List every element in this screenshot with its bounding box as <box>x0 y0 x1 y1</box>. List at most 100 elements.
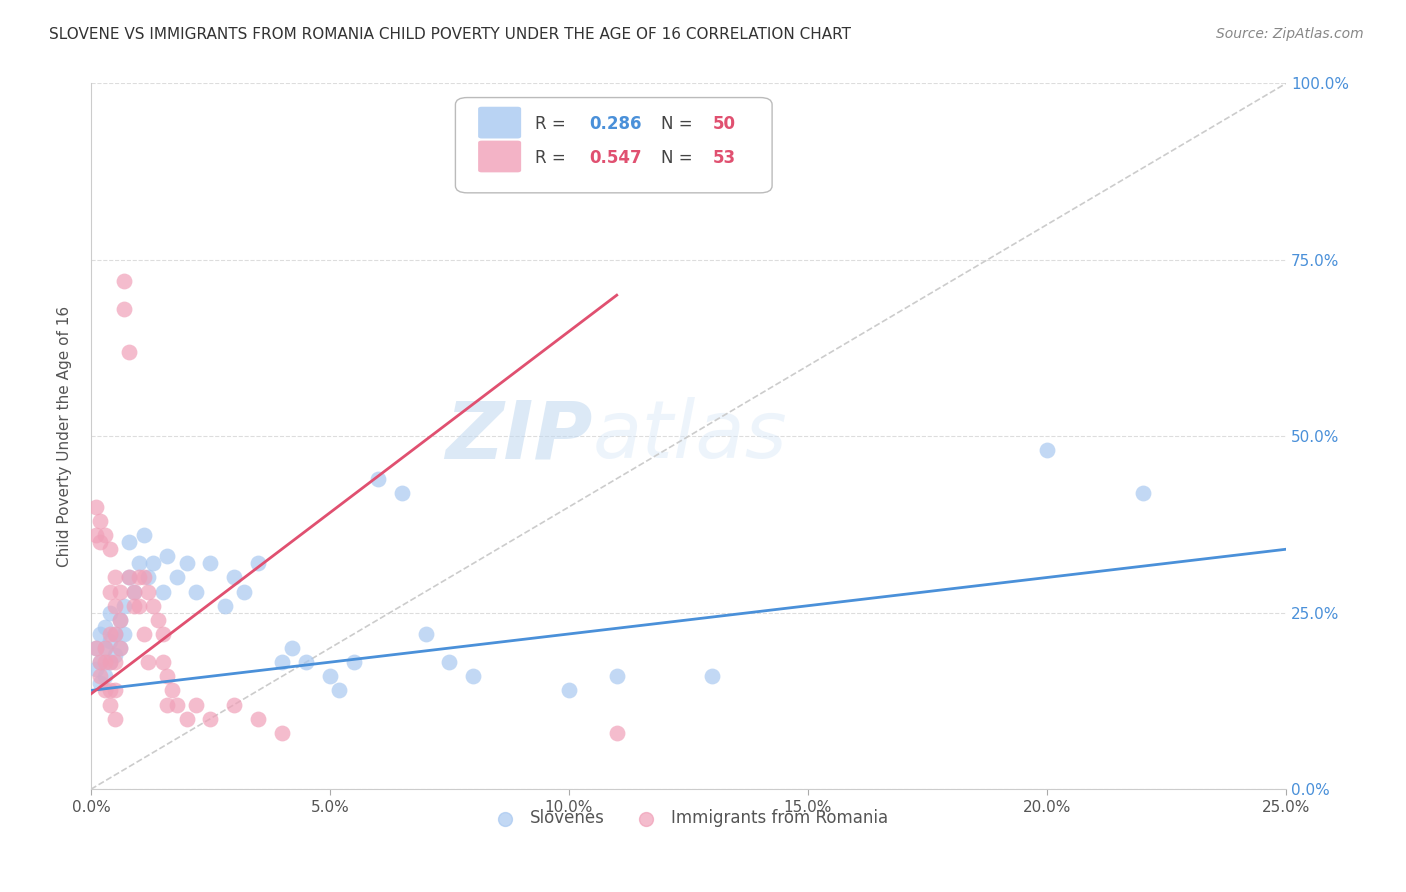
Point <box>89 514 111 528</box>
Point <box>108 613 131 627</box>
Point <box>224 698 246 712</box>
Point <box>89 676 111 690</box>
Point <box>98 542 121 557</box>
Point <box>104 599 127 613</box>
Text: Source: ZipAtlas.com: Source: ZipAtlas.com <box>1216 27 1364 41</box>
Point <box>232 584 254 599</box>
Text: 0.286: 0.286 <box>589 115 641 133</box>
Point <box>89 669 111 683</box>
Point <box>94 641 117 656</box>
Point <box>94 683 117 698</box>
Point <box>176 557 198 571</box>
Point <box>146 613 169 627</box>
Point <box>224 570 246 584</box>
Point <box>152 584 174 599</box>
Point <box>98 634 121 648</box>
Point <box>271 725 294 739</box>
Point <box>702 669 724 683</box>
Point <box>89 627 111 641</box>
Text: atlas: atlas <box>593 397 787 475</box>
Point <box>118 570 141 584</box>
Point <box>136 584 159 599</box>
Point <box>104 570 127 584</box>
Point <box>280 641 302 656</box>
Point <box>160 683 183 698</box>
Point <box>84 641 107 656</box>
Text: R =: R = <box>536 115 571 133</box>
Point <box>132 528 155 542</box>
Point <box>128 557 150 571</box>
Point <box>94 620 117 634</box>
Point <box>142 599 165 613</box>
Point <box>98 627 121 641</box>
Point <box>415 627 437 641</box>
Point <box>606 725 628 739</box>
FancyBboxPatch shape <box>478 141 522 172</box>
Point <box>463 669 485 683</box>
Point <box>391 485 413 500</box>
Point <box>84 500 107 514</box>
FancyBboxPatch shape <box>456 97 772 193</box>
Point <box>104 712 127 726</box>
Text: ZIP: ZIP <box>446 397 593 475</box>
Point <box>176 712 198 726</box>
Point <box>367 472 389 486</box>
Point <box>89 655 111 669</box>
Point <box>94 641 117 656</box>
Point <box>328 683 350 698</box>
Point <box>343 655 366 669</box>
Point <box>247 712 270 726</box>
Point <box>200 712 222 726</box>
FancyBboxPatch shape <box>478 107 522 138</box>
Point <box>104 683 127 698</box>
Point <box>112 302 135 317</box>
Point <box>271 655 294 669</box>
Text: 53: 53 <box>713 149 735 167</box>
Point <box>84 662 107 676</box>
Point <box>104 648 127 662</box>
Point <box>118 570 141 584</box>
Point <box>98 655 121 669</box>
Legend: Slovenes, Immigrants from Romania: Slovenes, Immigrants from Romania <box>482 803 896 834</box>
Point <box>132 627 155 641</box>
Point <box>118 535 141 549</box>
Point <box>152 655 174 669</box>
Point <box>156 669 179 683</box>
Point <box>108 613 131 627</box>
Point <box>132 570 155 584</box>
Point <box>89 535 111 549</box>
Point <box>122 599 145 613</box>
Point <box>98 655 121 669</box>
Point <box>214 599 236 613</box>
Text: R =: R = <box>536 149 571 167</box>
Point <box>128 599 150 613</box>
Point <box>98 584 121 599</box>
Point <box>122 584 145 599</box>
Y-axis label: Child Poverty Under the Age of 16: Child Poverty Under the Age of 16 <box>58 306 72 567</box>
Point <box>319 669 342 683</box>
Point <box>108 584 131 599</box>
Point <box>1036 443 1059 458</box>
Point <box>184 584 207 599</box>
Point <box>98 698 121 712</box>
Point <box>98 683 121 698</box>
Point <box>104 627 127 641</box>
Point <box>118 344 141 359</box>
Point <box>94 528 117 542</box>
Text: 0.547: 0.547 <box>589 149 643 167</box>
Point <box>84 528 107 542</box>
Point <box>94 669 117 683</box>
Point <box>104 655 127 669</box>
Point <box>136 570 159 584</box>
Point <box>558 683 581 698</box>
Point <box>108 641 131 656</box>
Point <box>184 698 207 712</box>
Point <box>108 641 131 656</box>
Point <box>112 274 135 288</box>
Point <box>136 655 159 669</box>
Point <box>156 698 179 712</box>
Point <box>89 655 111 669</box>
Point <box>122 584 145 599</box>
Point <box>1132 485 1154 500</box>
Point <box>128 570 150 584</box>
